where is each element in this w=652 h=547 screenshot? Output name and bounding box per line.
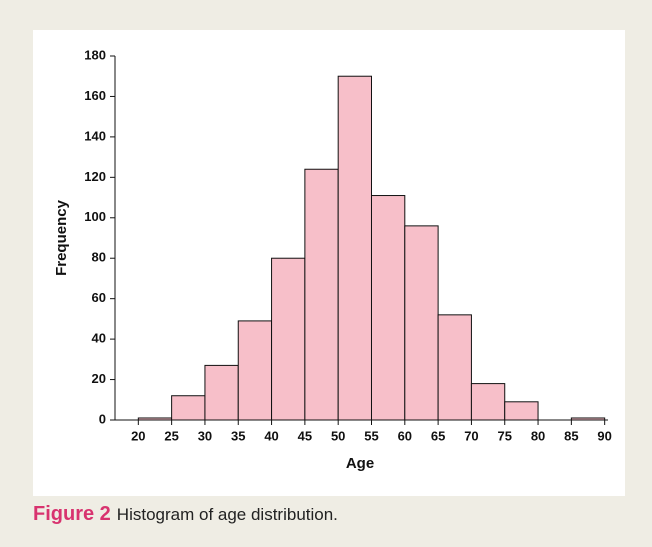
bar (504, 401, 539, 421)
x-tick-label: 90 (597, 428, 611, 443)
x-tick-label: 55 (364, 428, 378, 443)
y-tick-label: 80 (92, 250, 106, 265)
y-tick-label: 60 (92, 290, 106, 305)
x-tick-label: 35 (231, 428, 245, 443)
x-tick-label: 80 (531, 428, 545, 443)
bar (271, 257, 306, 421)
x-tick-label: 50 (331, 428, 345, 443)
caption-label: Figure 2 (33, 503, 111, 525)
x-tick-label: 70 (464, 428, 478, 443)
x-tick-label: 20 (131, 428, 145, 443)
y-tick-label: 0 (99, 411, 106, 426)
y-tick-label: 160 (84, 88, 106, 103)
y-tick-label: 140 (84, 128, 106, 143)
bar (304, 168, 339, 421)
bar (370, 195, 406, 421)
x-tick-label: 40 (264, 428, 278, 443)
x-tick-label: 75 (498, 428, 512, 443)
bar (237, 320, 273, 421)
y-tick-label: 100 (84, 209, 106, 224)
y-axis-label: Frequency (53, 199, 70, 276)
y-tick-label: 120 (84, 169, 106, 184)
bar (404, 225, 439, 421)
x-axis-label: Age (346, 455, 374, 472)
bar (204, 364, 239, 421)
chart: Age Frequency 0 20 40 60 80 100 120 140 160 180 20… (33, 30, 625, 496)
bar (171, 395, 206, 421)
bar (337, 75, 372, 421)
bar (470, 383, 506, 421)
x-tick-label: 30 (198, 428, 212, 443)
x-tick-label: 25 (164, 428, 178, 443)
bar (437, 314, 472, 421)
x-tick-label: 45 (298, 428, 312, 443)
y-tick-label: 20 (92, 371, 106, 386)
x-tick-label: 60 (398, 428, 412, 443)
caption-text: Histogram of age distribution. (116, 505, 338, 524)
x-tick-label: 65 (431, 428, 445, 443)
caption: Figure 2 Histogram of age distribution. (33, 503, 338, 526)
y-tick-label: 180 (84, 47, 106, 62)
y-tick-label: 40 (92, 331, 106, 346)
x-tick-label: 85 (564, 428, 578, 443)
